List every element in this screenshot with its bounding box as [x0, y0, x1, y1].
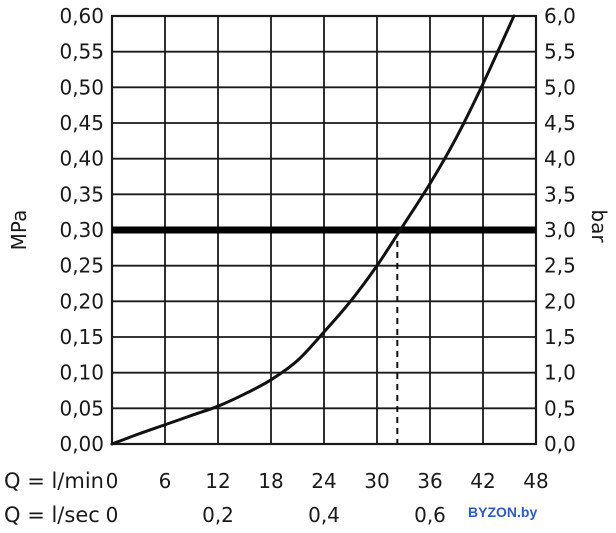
- left-axis-title: MPa: [7, 210, 31, 251]
- left-tick-label: 0,10: [59, 361, 104, 385]
- right-tick-label: 3,5: [544, 182, 576, 206]
- left-tick-label: 0,05: [59, 396, 104, 420]
- right-tick-label: 1,0: [544, 361, 576, 385]
- x-tick-label-lmin: 36: [417, 469, 442, 493]
- right-tick-label: 6,0: [544, 4, 576, 28]
- x-tick-label-lmin: 12: [205, 469, 230, 493]
- x-axis-row1-label: Q = l/min: [4, 469, 104, 493]
- pressure-curve: [110, 14, 516, 446]
- x-tick-label-lmin: 42: [470, 469, 495, 493]
- left-tick-label: 0,60: [59, 4, 104, 28]
- watermark: BYZON.by: [462, 500, 560, 524]
- watermark-box: [462, 500, 560, 524]
- watermark-text: BYZON.by: [468, 504, 537, 520]
- right-tick-label: 5,0: [544, 75, 576, 99]
- right-tick-label: 3,0: [544, 218, 576, 242]
- x-tick-label-lmin: 30: [364, 469, 389, 493]
- x-tick-label-lsec: 0,6: [414, 503, 446, 527]
- left-tick-label: 0,20: [59, 289, 104, 313]
- x-tick-label-lmin: 24: [311, 469, 336, 493]
- right-tick-label: 4,0: [544, 147, 576, 171]
- right-tick-label: 1,5: [544, 325, 576, 349]
- left-tick-label: 0,15: [59, 325, 104, 349]
- right-tick-label: 5,5: [544, 40, 576, 64]
- left-tick-label: 0,50: [59, 75, 104, 99]
- tick-labels: 0,000,050,100,150,200,250,300,350,400,45…: [59, 4, 575, 527]
- x-axis-row2-label: Q = l/sec: [4, 503, 100, 527]
- right-tick-label: 4,5: [544, 111, 576, 135]
- right-tick-label: 2,0: [544, 289, 576, 313]
- left-tick-label: 0,30: [59, 218, 104, 242]
- right-tick-label: 0,5: [544, 396, 576, 420]
- x-tick-label-lmin: 18: [258, 469, 283, 493]
- x-tick-label-lmin: 6: [159, 469, 172, 493]
- x-tick-label-lsec: 0,2: [202, 503, 234, 527]
- right-tick-label: 2,5: [544, 254, 576, 278]
- x-tick-label-lmin: 48: [523, 469, 548, 493]
- left-tick-label: 0,40: [59, 147, 104, 171]
- chart-marks: [110, 14, 536, 446]
- left-tick-label: 0,35: [59, 182, 104, 206]
- x-tick-label-lmin: 0: [106, 469, 119, 493]
- left-tick-label: 0,25: [59, 254, 104, 278]
- left-tick-label: 0,00: [59, 432, 104, 456]
- x-tick-label-lsec: 0,4: [308, 503, 340, 527]
- right-tick-label: 0,0: [544, 432, 576, 456]
- left-tick-label: 0,55: [59, 40, 104, 64]
- x-tick-label-lsec: 0: [106, 503, 119, 527]
- left-tick-label: 0,45: [59, 111, 104, 135]
- grid: [110, 14, 538, 446]
- right-axis-title: bar: [587, 209, 611, 243]
